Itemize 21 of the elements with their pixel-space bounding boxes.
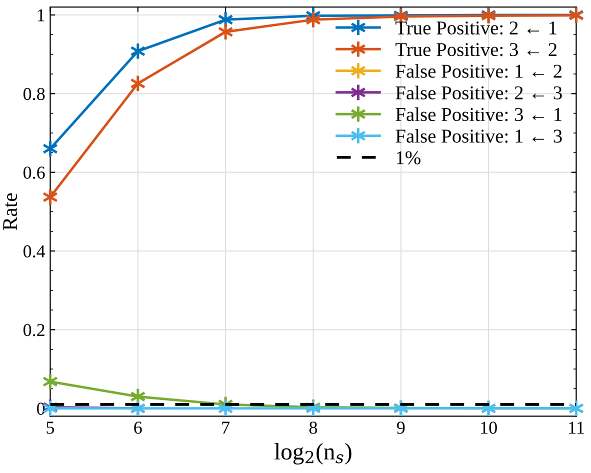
y-tick-label: 0.2: [23, 324, 44, 336]
legend-label: True Positive: 2 ← 1: [396, 21, 556, 35]
legend-label: 1%: [396, 151, 420, 164]
x-axis-title: log$_{2}$(n$_{s}$): [274, 443, 352, 465]
legend-label: True Positive: 3 ← 2: [396, 43, 557, 56]
x-tick-label: 8: [309, 422, 318, 434]
y-tick-label: 0.8: [23, 88, 45, 100]
x-tick-label: 6: [134, 422, 142, 434]
legend-label: False Positive: 1 ← 2: [396, 64, 562, 78]
y-tick-label: 0.6: [23, 166, 45, 179]
y-tick-label: 1: [38, 9, 44, 22]
legend-label: False Positive: 3 ← 1: [396, 107, 562, 122]
x-tick-label: 7: [222, 422, 230, 434]
y-tick-label: 0.4: [23, 245, 46, 258]
y-axis-title: Rate: [3, 193, 18, 230]
x-tick-label: 5: [46, 422, 54, 434]
legend-label: False Positive: 1 ← 3: [396, 129, 562, 143]
x-tick-label: 10: [481, 422, 497, 434]
x-tick-label: 9: [396, 422, 405, 434]
legend-label: False Positive: 2 ← 3: [396, 86, 562, 100]
x-tick-label: 11: [569, 422, 584, 434]
